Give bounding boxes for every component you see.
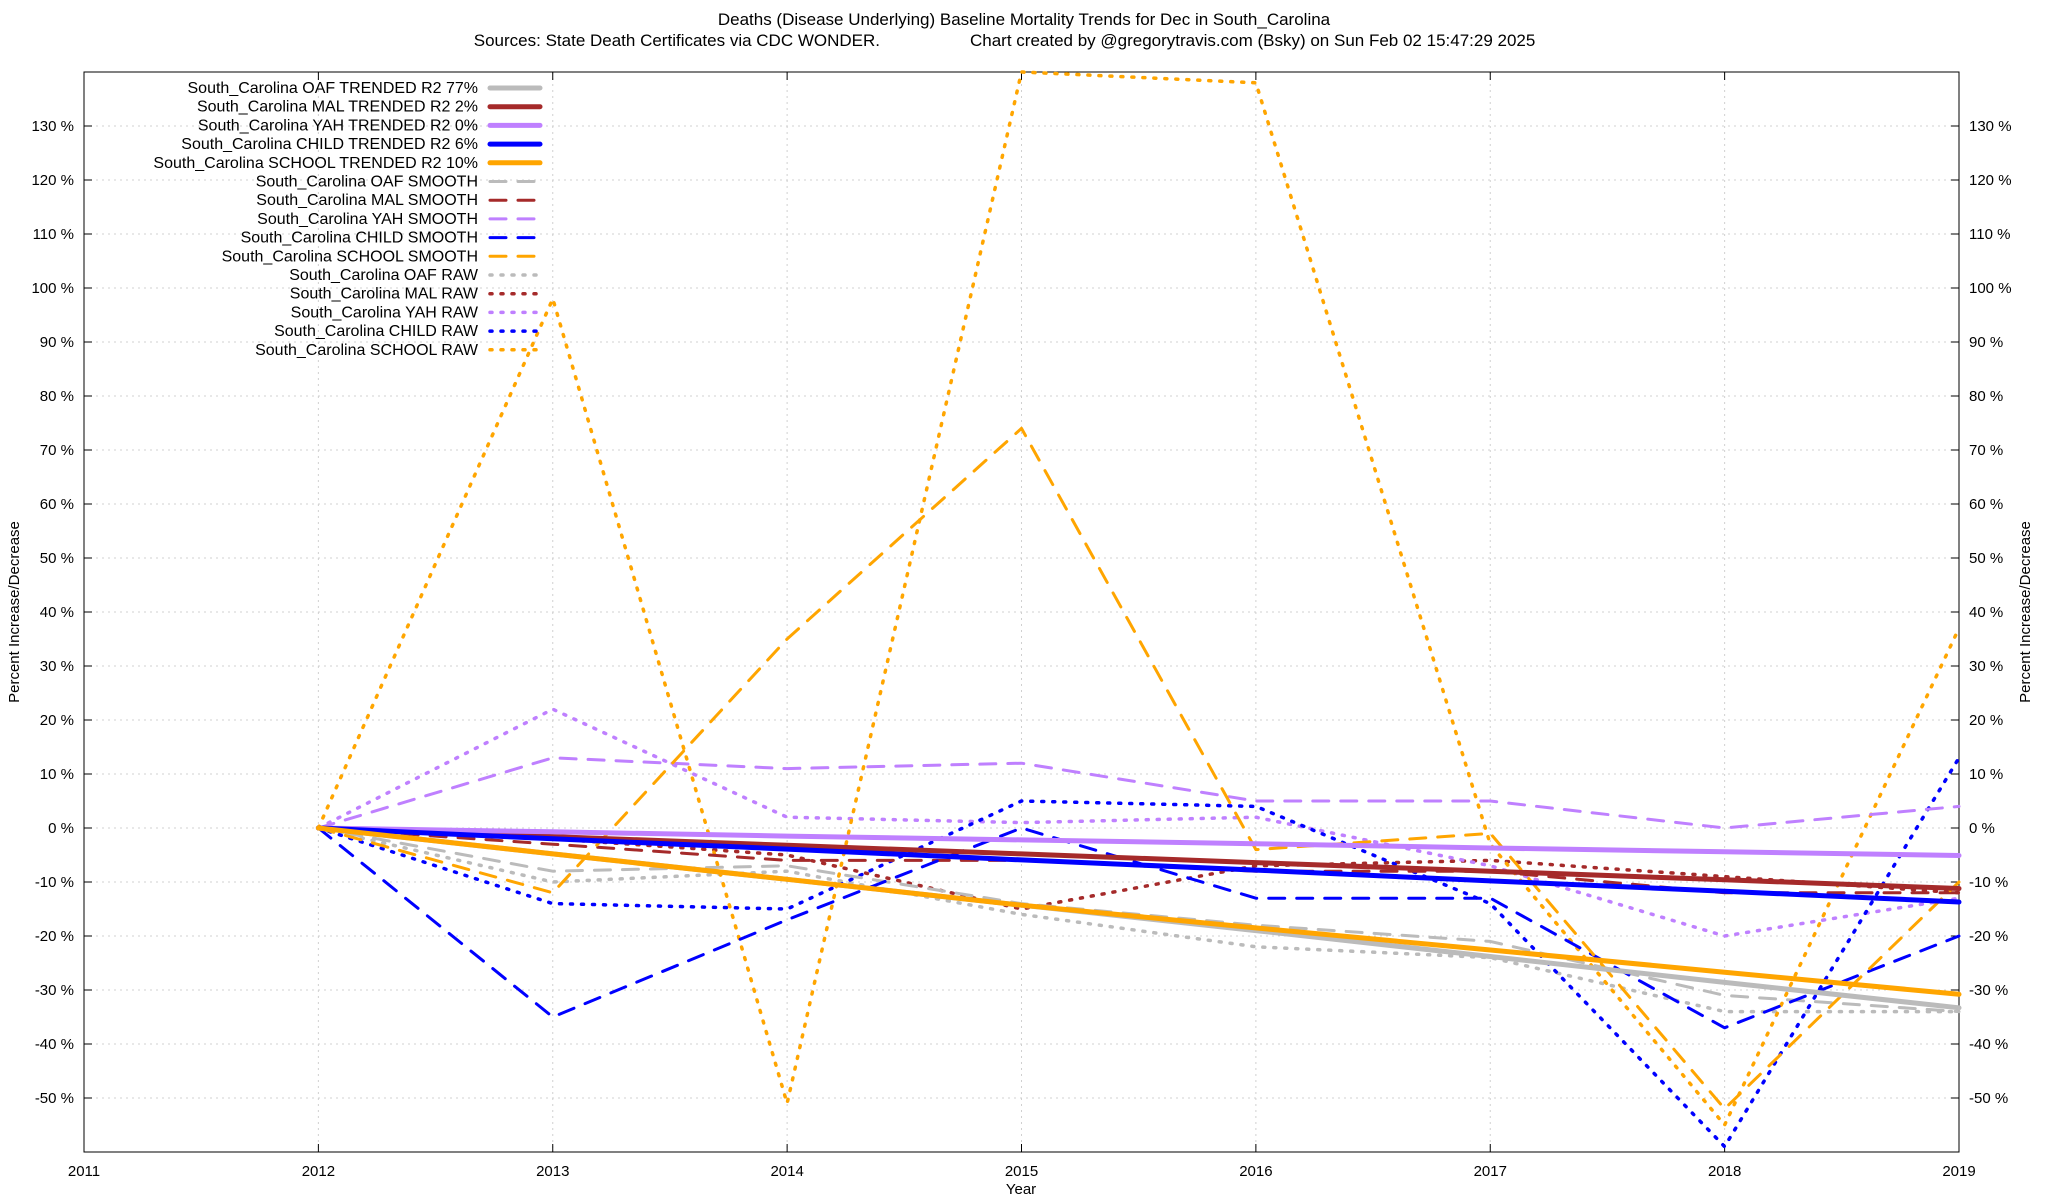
y-tick-label-left: 0 % bbox=[48, 820, 74, 837]
y-tick-label-left: -10 % bbox=[35, 874, 74, 891]
y-tick-label-right: 60 % bbox=[1969, 496, 2003, 513]
legend-label: South_Carolina CHILD RAW bbox=[274, 323, 479, 340]
y-tick-label-left: 130 % bbox=[31, 118, 74, 135]
y-tick-label-left: -50 % bbox=[35, 1090, 74, 1107]
y-tick-label-right: 20 % bbox=[1969, 712, 2003, 729]
y-tick-label-right: 0 % bbox=[1969, 820, 1995, 837]
series-line-yah-smooth bbox=[316, 756, 1961, 830]
y-tick-label-left: -40 % bbox=[35, 1036, 74, 1053]
chart-subtitle-left: Sources: State Death Certificates via CD… bbox=[474, 31, 880, 50]
y-tick-label-right: 110 % bbox=[1969, 226, 2010, 243]
y-tick-label-left: 30 % bbox=[40, 658, 74, 675]
legend-label: South_Carolina MAL RAW bbox=[290, 286, 479, 303]
y-tick-label-right: 50 % bbox=[1969, 550, 2003, 567]
series-line-school-trended-r2-10 bbox=[315, 825, 1962, 997]
legend-label: South_Carolina CHILD SMOOTH bbox=[241, 230, 478, 247]
x-tick-label: 2013 bbox=[536, 1163, 569, 1180]
legend-label: South_Carolina OAF RAW bbox=[289, 267, 479, 284]
y-tick-label-left: -30 % bbox=[35, 982, 74, 999]
series-line-oaf-raw bbox=[316, 826, 1961, 1014]
legend: South_Carolina OAF TRENDED R2 77% South_C… bbox=[153, 80, 543, 359]
series-line-child-trended-r2-6 bbox=[315, 825, 1962, 905]
x-tick-label: 2018 bbox=[1708, 1163, 1741, 1180]
legend-label: South_Carolina SCHOOL SMOOTH bbox=[222, 248, 478, 265]
y-tick-label-left: 120 % bbox=[31, 172, 74, 189]
y-tick-label-right: 100 % bbox=[1969, 280, 2012, 297]
legend-label: South_Carolina MAL TRENDED R2 2% bbox=[197, 99, 478, 116]
axis-ticks: 2011 2012 2013 2014 2015 2016 2017 2018 2019 130 … bbox=[31, 72, 2012, 1180]
y-tick-label-right: 30 % bbox=[1969, 658, 2003, 675]
y-tick-label-right: -10 % bbox=[1969, 874, 2008, 891]
y-tick-label-right: 130 % bbox=[1969, 118, 2012, 135]
y-tick-label-right: 70 % bbox=[1969, 442, 2003, 459]
chart-title: Deaths (Disease Underlying) Baseline Mor… bbox=[718, 10, 1331, 29]
y-axis-label-right: Percent Increase/Decrease bbox=[2017, 521, 2034, 703]
y-tick-label-left: 10 % bbox=[40, 766, 74, 783]
x-tick-label: 2014 bbox=[770, 1163, 803, 1180]
y-tick-label-right: 120 % bbox=[1969, 172, 2012, 189]
x-tick-label: 2011 bbox=[68, 1163, 100, 1180]
y-axis-label-left: Percent Increase/Decrease bbox=[6, 521, 23, 703]
y-tick-label-right: -40 % bbox=[1969, 1036, 2008, 1053]
y-tick-label-left: 50 % bbox=[40, 550, 74, 567]
y-tick-label-right: 10 % bbox=[1969, 766, 2003, 783]
y-tick-label-right: 80 % bbox=[1969, 388, 2003, 405]
y-tick-label-left: 20 % bbox=[40, 712, 74, 729]
y-tick-label-right: 90 % bbox=[1969, 334, 2003, 351]
legend-label: South_Carolina YAH TRENDED R2 0% bbox=[198, 117, 478, 134]
grid bbox=[84, 72, 1959, 1152]
y-tick-label-right: -30 % bbox=[1969, 982, 2008, 999]
x-axis-label: Year bbox=[1006, 1181, 1036, 1198]
y-tick-label-left: 40 % bbox=[40, 604, 74, 621]
y-tick-label-right: 40 % bbox=[1969, 604, 2003, 621]
y-tick-label-left: 70 % bbox=[40, 442, 74, 459]
y-tick-label-left: 100 % bbox=[31, 280, 74, 297]
series-line-yah-trended-r2-0 bbox=[315, 825, 1962, 858]
legend-label: South_Carolina YAH RAW bbox=[291, 304, 479, 321]
series-lines bbox=[315, 70, 1962, 1149]
legend-label: South_Carolina OAF SMOOTH bbox=[256, 174, 478, 191]
chart-subtitle-right: Chart created by @gregorytravis.com (Bsk… bbox=[970, 31, 1535, 50]
legend-label: South_Carolina MAL SMOOTH bbox=[256, 192, 478, 209]
legend-label: South_Carolina OAF TRENDED R2 77% bbox=[188, 80, 479, 97]
legend-label: South_Carolina SCHOOL RAW bbox=[255, 342, 479, 359]
y-tick-label-left: -20 % bbox=[35, 928, 74, 945]
legend-label: South_Carolina YAH SMOOTH bbox=[257, 211, 478, 228]
series-line-yah-raw bbox=[316, 707, 1961, 938]
legend-label: South_Carolina SCHOOL TRENDED R2 10% bbox=[153, 155, 478, 172]
series-line-child-raw bbox=[316, 756, 1961, 1149]
y-tick-label-left: 60 % bbox=[40, 496, 74, 513]
x-tick-label: 2015 bbox=[1005, 1163, 1038, 1180]
y-tick-label-left: 90 % bbox=[40, 334, 74, 351]
y-tick-label-left: 80 % bbox=[40, 388, 74, 405]
x-tick-label: 2012 bbox=[302, 1163, 335, 1180]
x-tick-label: 2019 bbox=[1942, 1163, 1975, 1180]
y-tick-label-right: -20 % bbox=[1969, 928, 2008, 945]
x-tick-label: 2016 bbox=[1239, 1163, 1272, 1180]
series-line-school-raw bbox=[316, 70, 1961, 1127]
legend-label: South_Carolina CHILD TRENDED R2 6% bbox=[181, 136, 478, 153]
x-tick-label: 2017 bbox=[1474, 1163, 1507, 1180]
y-tick-label-right: -50 % bbox=[1969, 1090, 2008, 1107]
series-line-school-smooth bbox=[316, 426, 1961, 1111]
y-tick-label-left: 110 % bbox=[33, 226, 74, 243]
